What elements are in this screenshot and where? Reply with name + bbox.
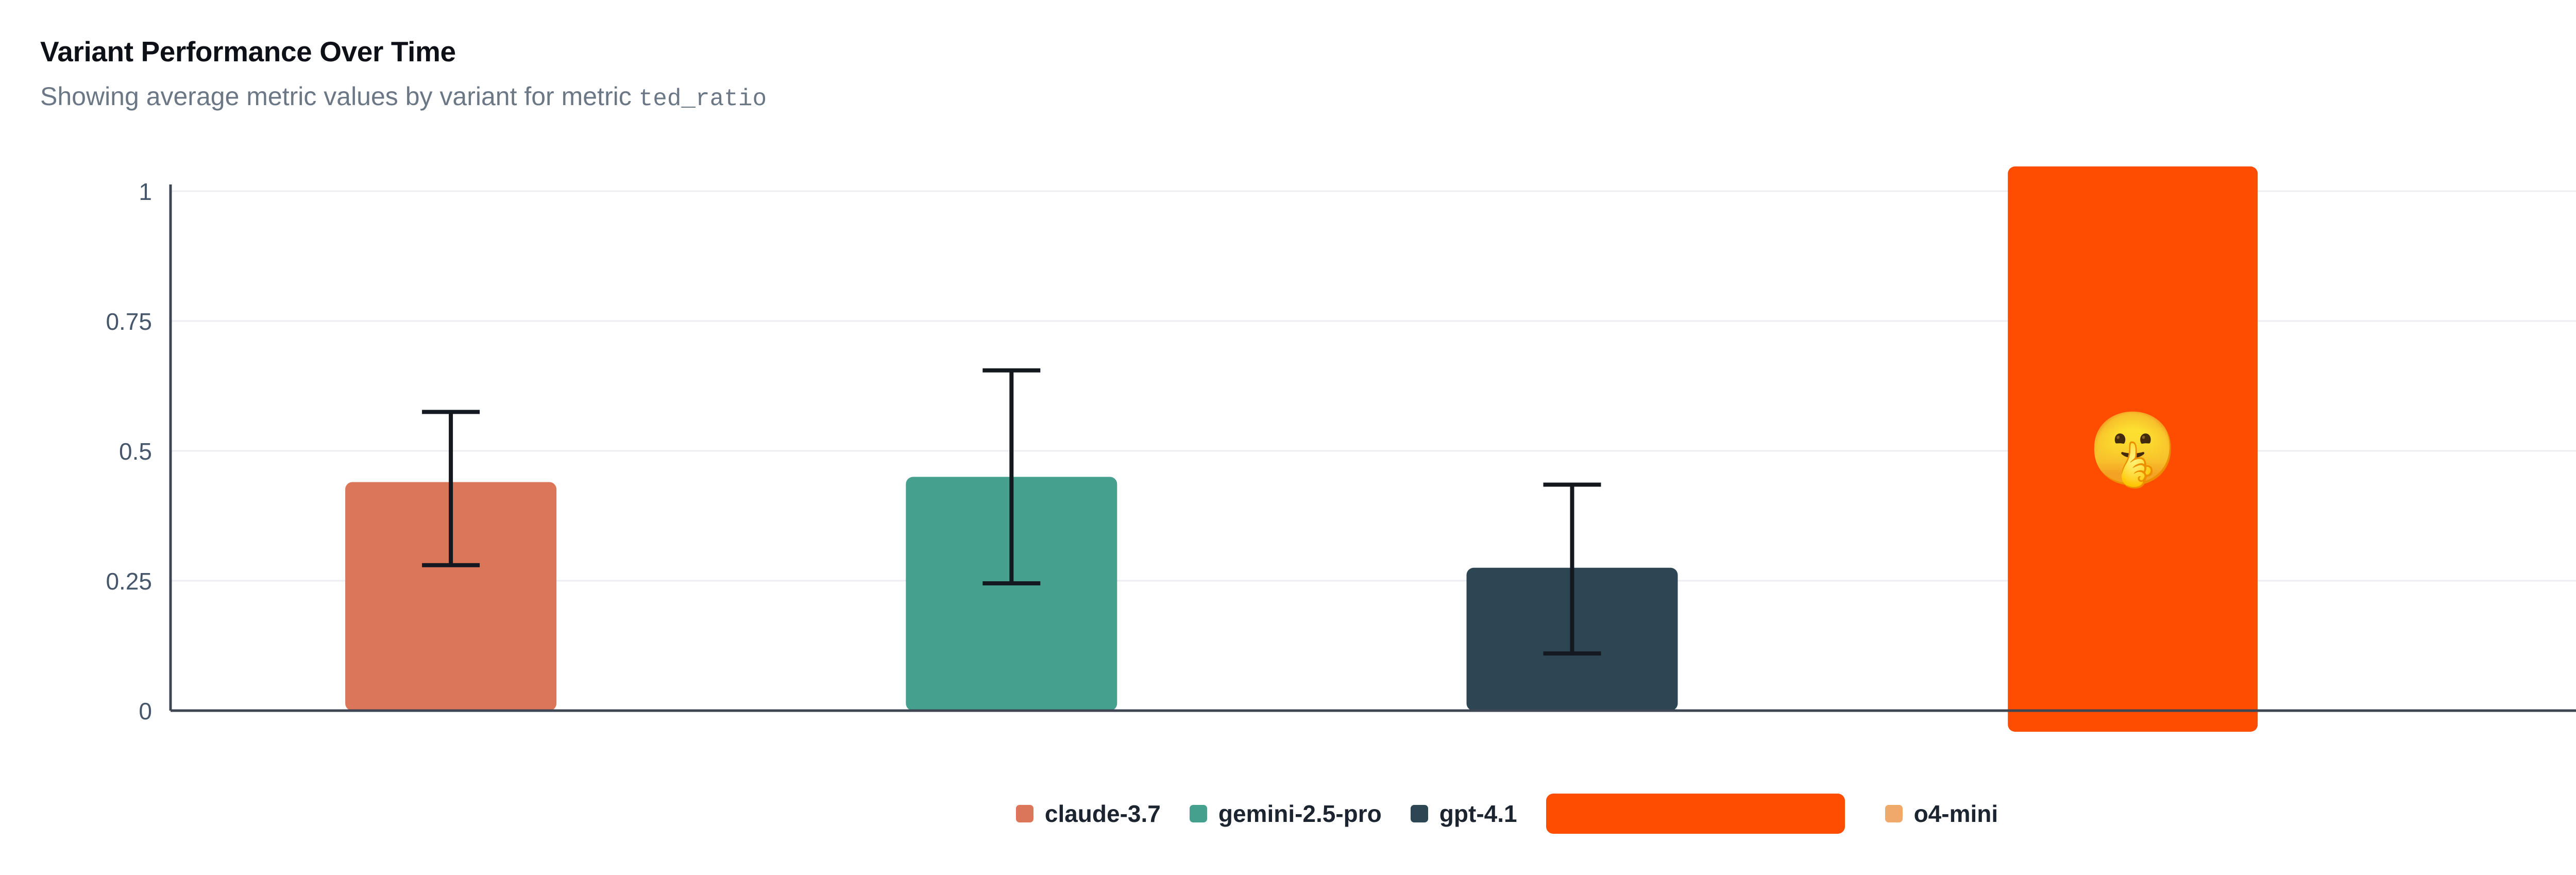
bar[interactable] bbox=[1466, 567, 1678, 711]
legend-swatch bbox=[1885, 805, 1903, 822]
legend-swatch bbox=[1189, 805, 1207, 822]
y-axis-tick-label: 0.5 bbox=[119, 438, 152, 465]
legend-item-label: claude-3.7 bbox=[1044, 800, 1161, 827]
shushing-face-emoji: 🤫 bbox=[2088, 408, 2178, 492]
legend-swatch bbox=[1015, 805, 1033, 822]
legend-item[interactable]: gemini-2.5-pro bbox=[1189, 800, 1382, 827]
y-axis-tick-label: 1 bbox=[139, 178, 152, 205]
chart-subtitle: Showing average metric values by variant… bbox=[40, 81, 2576, 113]
bar-group[interactable] bbox=[345, 410, 557, 711]
bar-group[interactable] bbox=[906, 368, 1117, 711]
y-axis-tick-label: 0.75 bbox=[106, 308, 152, 335]
legend-item[interactable] bbox=[1546, 794, 1856, 834]
legend-swatch bbox=[1410, 805, 1428, 822]
metric-name: ted_ratio bbox=[638, 85, 767, 112]
legend-item-label: gemini-2.5-pro bbox=[1218, 800, 1382, 827]
bar[interactable] bbox=[2008, 166, 2258, 732]
chart-legend: claude-3.7 gemini-2.5-pro gpt-4.1 o4-mini bbox=[0, 794, 2576, 834]
bar[interactable] bbox=[906, 477, 1117, 711]
y-axis-tick-label: 0 bbox=[139, 698, 152, 725]
legend-item-label: o4-mini bbox=[1913, 800, 1998, 827]
legend-item-label: gpt-4.1 bbox=[1439, 800, 1517, 827]
chart-subtitle-text: Showing average metric values by variant… bbox=[40, 81, 639, 111]
legend-item[interactable]: claude-3.7 bbox=[1015, 800, 1161, 827]
bar[interactable] bbox=[345, 482, 557, 711]
page-title: Variant Performance Over Time bbox=[40, 36, 456, 68]
legend-swatch bbox=[1546, 794, 1845, 834]
y-axis-tick-label: 0.25 bbox=[106, 568, 152, 595]
error-bar bbox=[1543, 482, 1601, 656]
error-bar bbox=[982, 368, 1041, 586]
legend-item[interactable]: gpt-4.1 bbox=[1410, 800, 1517, 827]
error-bar bbox=[422, 410, 480, 567]
chart-header: Variant Performance Over Time Showing av… bbox=[40, 36, 2576, 113]
legend-item[interactable]: o4-mini bbox=[1885, 802, 1998, 826]
bar-group[interactable] bbox=[1466, 482, 1678, 711]
bar-group[interactable]: 🤫 bbox=[2008, 166, 2258, 732]
